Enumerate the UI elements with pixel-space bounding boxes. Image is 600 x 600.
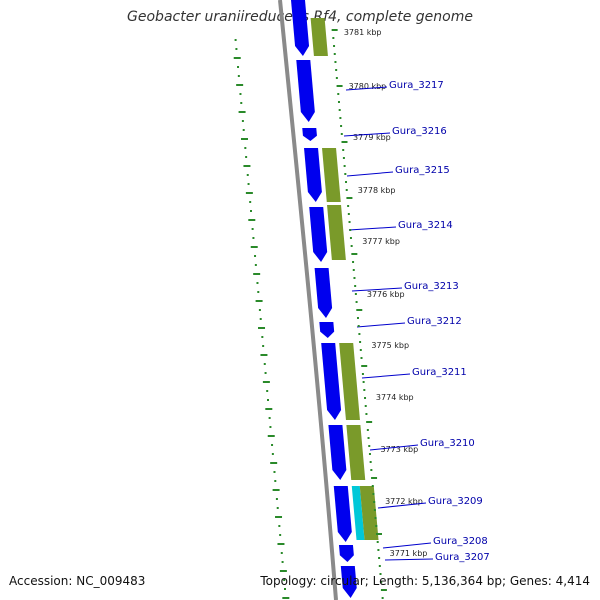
gene-leader-line bbox=[346, 171, 394, 177]
kbp-tick-label: 3774 kbp bbox=[376, 393, 414, 402]
cds-track bbox=[291, 0, 357, 598]
cog-box bbox=[346, 425, 366, 480]
cog-box bbox=[327, 205, 346, 260]
kbp-tick-label: 3779 kbp bbox=[353, 133, 391, 142]
gene-label[interactable]: Gura_3213 bbox=[404, 281, 459, 292]
cog-box bbox=[339, 343, 360, 420]
cds-arrow bbox=[291, 0, 310, 56]
gene-label[interactable]: Gura_3207 bbox=[435, 552, 490, 563]
cds-arrow bbox=[340, 566, 357, 598]
gene-leader-line bbox=[382, 542, 432, 549]
kbp-tick-label: 3777 kbp bbox=[362, 237, 400, 246]
topology-label: Topology: circular; Length: 5,136,364 bp… bbox=[260, 574, 590, 588]
outer-gc-ticks bbox=[331, 29, 387, 599]
kbp-tick-track: 3781 kbp 3780 kbp 3779 kbp 3778 kbp 3777 kbp… bbox=[344, 28, 428, 558]
cog-box bbox=[359, 486, 379, 540]
cds-arrow bbox=[296, 60, 315, 122]
cds-arrow bbox=[302, 128, 317, 141]
gene-leader-line bbox=[361, 373, 411, 379]
genome-backbone bbox=[278, 0, 338, 600]
gene-leader-line bbox=[377, 502, 427, 509]
gene-label[interactable]: Gura_3208 bbox=[433, 536, 488, 547]
kbp-tick-label: 3771 kbp bbox=[390, 549, 428, 558]
gene-leader-line bbox=[348, 226, 397, 231]
cds-arrow bbox=[328, 425, 347, 480]
gene-leader-line bbox=[384, 558, 434, 561]
gc-content-track bbox=[233, 39, 290, 599]
gene-leader-line bbox=[369, 444, 419, 451]
gene-label[interactable]: Gura_3215 bbox=[395, 165, 450, 176]
gene-leader-line bbox=[343, 132, 391, 137]
cds-arrow bbox=[338, 545, 354, 562]
accession-label: Accession: NC_009483 bbox=[9, 574, 146, 588]
kbp-tick-label: 3781 kbp bbox=[344, 28, 382, 37]
gene-label-track: Gura_3217 Gura_3216 Gura_3215 Gura_3214 Gura… bbox=[343, 80, 490, 563]
kbp-tick-label: 3773 kbp bbox=[381, 445, 419, 454]
kbp-tick-label: 3772 kbp bbox=[385, 497, 423, 506]
kbp-tick-label: 3778 kbp bbox=[358, 186, 396, 195]
cog-box bbox=[351, 486, 365, 540]
cds-arrow bbox=[319, 322, 335, 338]
gene-label[interactable]: Gura_3217 bbox=[389, 80, 444, 91]
gene-label[interactable]: Gura_3209 bbox=[428, 496, 483, 507]
cds-arrow bbox=[304, 148, 322, 202]
cds-arrow bbox=[321, 343, 342, 420]
gene-leader-line bbox=[356, 322, 406, 328]
cog-box bbox=[322, 148, 341, 202]
gene-label[interactable]: Gura_3212 bbox=[407, 316, 462, 327]
cds-arrow bbox=[333, 486, 352, 542]
kbp-tick-label: 3776 kbp bbox=[367, 290, 405, 299]
gene-label[interactable]: Gura_3216 bbox=[392, 126, 447, 137]
gene-label[interactable]: Gura_3214 bbox=[398, 220, 453, 231]
gene-label[interactable]: Gura_3210 bbox=[420, 438, 475, 449]
cog-track bbox=[310, 18, 379, 540]
kbp-tick-label: 3780 kbp bbox=[349, 82, 387, 91]
gene-leader-line bbox=[345, 86, 388, 91]
cog-box bbox=[310, 18, 328, 56]
gene-leader-line bbox=[351, 287, 403, 292]
cds-arrow bbox=[309, 207, 328, 262]
cds-arrow bbox=[314, 268, 333, 318]
kbp-tick-label: 3775 kbp bbox=[371, 341, 409, 350]
gene-label[interactable]: Gura_3211 bbox=[412, 367, 467, 378]
